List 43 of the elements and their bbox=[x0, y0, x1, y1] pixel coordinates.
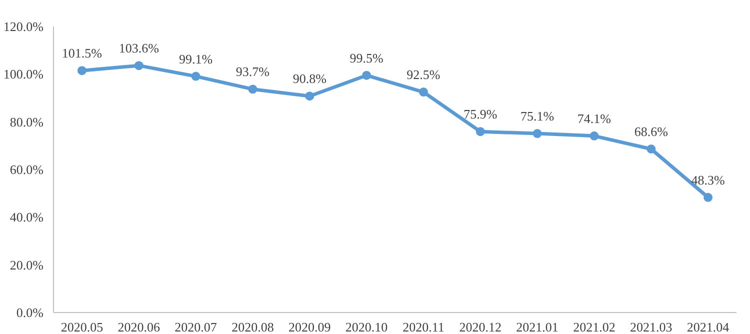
data-label: 103.6% bbox=[118, 40, 160, 56]
data-label: 93.7% bbox=[236, 64, 270, 80]
point bbox=[590, 131, 599, 140]
data-label: 75.1% bbox=[520, 108, 554, 124]
x-tick-label: 2021.03 bbox=[630, 320, 672, 334]
point bbox=[134, 61, 144, 70]
y-tick-label: 100.0% bbox=[3, 66, 44, 82]
data-label: 101.5% bbox=[62, 46, 102, 61]
data-label: 99.1% bbox=[179, 51, 213, 66]
point bbox=[704, 192, 713, 202]
x-tick-label: 2021.04 bbox=[686, 320, 730, 334]
point bbox=[418, 88, 428, 97]
data-label: 99.5% bbox=[350, 50, 384, 66]
y-tick-label: 80.0% bbox=[10, 114, 44, 130]
data-label: 48.3% bbox=[691, 172, 725, 188]
data-label: 90.8% bbox=[292, 71, 327, 86]
point bbox=[532, 129, 542, 138]
y-tick-label: 120.0% bbox=[3, 19, 44, 34]
data-label: 74.1% bbox=[577, 110, 612, 126]
x-tick-label: 2020.09 bbox=[288, 320, 331, 334]
point bbox=[248, 84, 258, 94]
y-tick-label: 40.0% bbox=[10, 210, 44, 225]
x-tick-label: 2020.11 bbox=[402, 320, 444, 334]
data-label: 68.6% bbox=[634, 124, 668, 140]
x-tick-label: 2020.08 bbox=[232, 320, 274, 334]
x-tick-label: 2020.06 bbox=[118, 320, 160, 334]
y-tick-label: 20.0% bbox=[10, 257, 44, 272]
data-label: 92.5% bbox=[406, 67, 440, 82]
data-label: 75.9% bbox=[464, 106, 498, 122]
x-tick-label: 2021.02 bbox=[573, 320, 616, 334]
x-tick-label: 2020.05 bbox=[60, 320, 104, 334]
point bbox=[191, 72, 200, 81]
x-tick-label: 2020.12 bbox=[459, 320, 502, 334]
x-tick-label: 2020.10 bbox=[345, 320, 388, 334]
x-tick-label: 2020.07 bbox=[174, 320, 218, 334]
y-tick-label: 60.0% bbox=[10, 162, 44, 177]
y-tick-label: 0.0% bbox=[16, 305, 44, 320]
point bbox=[646, 144, 656, 154]
point bbox=[77, 66, 86, 76]
point bbox=[476, 127, 485, 136]
point bbox=[305, 92, 314, 101]
x-tick-label: 2021.01 bbox=[516, 320, 558, 334]
point bbox=[362, 70, 372, 80]
